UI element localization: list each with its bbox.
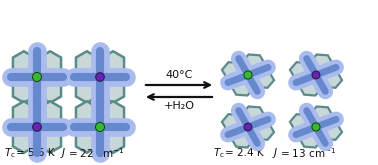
Text: = 22 cm$^{-1}$: = 22 cm$^{-1}$ <box>68 146 124 160</box>
Polygon shape <box>251 71 274 88</box>
Polygon shape <box>242 106 265 123</box>
Circle shape <box>244 123 252 131</box>
Circle shape <box>96 73 104 81</box>
Circle shape <box>312 71 320 79</box>
Polygon shape <box>299 79 322 96</box>
Polygon shape <box>299 131 322 148</box>
Text: $J$: $J$ <box>272 146 279 160</box>
Text: = 2.4 K: = 2.4 K <box>225 148 263 158</box>
Circle shape <box>96 122 104 132</box>
Polygon shape <box>13 78 35 103</box>
Polygon shape <box>290 114 313 131</box>
Text: $J$: $J$ <box>60 146 67 160</box>
Polygon shape <box>76 78 98 103</box>
Polygon shape <box>310 106 333 123</box>
Polygon shape <box>231 131 254 148</box>
Polygon shape <box>39 128 61 153</box>
Polygon shape <box>231 79 254 96</box>
Polygon shape <box>13 128 35 153</box>
Polygon shape <box>13 51 35 76</box>
Polygon shape <box>102 51 124 76</box>
Circle shape <box>244 71 252 79</box>
Text: $T_\mathrm{c}$: $T_\mathrm{c}$ <box>4 146 16 160</box>
Polygon shape <box>102 128 124 153</box>
Text: +H₂O: +H₂O <box>164 101 195 111</box>
Polygon shape <box>102 101 124 126</box>
Polygon shape <box>319 123 342 140</box>
Text: = 5.5 K: = 5.5 K <box>16 148 55 158</box>
Polygon shape <box>310 54 333 71</box>
Polygon shape <box>13 101 35 126</box>
Polygon shape <box>222 114 245 131</box>
Text: 40°C: 40°C <box>165 70 193 80</box>
Polygon shape <box>39 101 61 126</box>
Circle shape <box>33 123 41 131</box>
Polygon shape <box>76 51 98 76</box>
Polygon shape <box>102 78 124 103</box>
Polygon shape <box>319 71 342 88</box>
Text: $T_\mathrm{c}$: $T_\mathrm{c}$ <box>213 146 225 160</box>
Polygon shape <box>251 123 274 140</box>
Polygon shape <box>76 101 98 126</box>
Polygon shape <box>39 78 61 103</box>
Circle shape <box>312 123 320 131</box>
Text: = 13 cm$^{-1}$: = 13 cm$^{-1}$ <box>280 146 336 160</box>
Polygon shape <box>39 51 61 76</box>
Polygon shape <box>76 128 98 153</box>
Polygon shape <box>242 54 265 71</box>
Circle shape <box>33 72 42 82</box>
Polygon shape <box>290 62 313 79</box>
Polygon shape <box>222 62 245 79</box>
